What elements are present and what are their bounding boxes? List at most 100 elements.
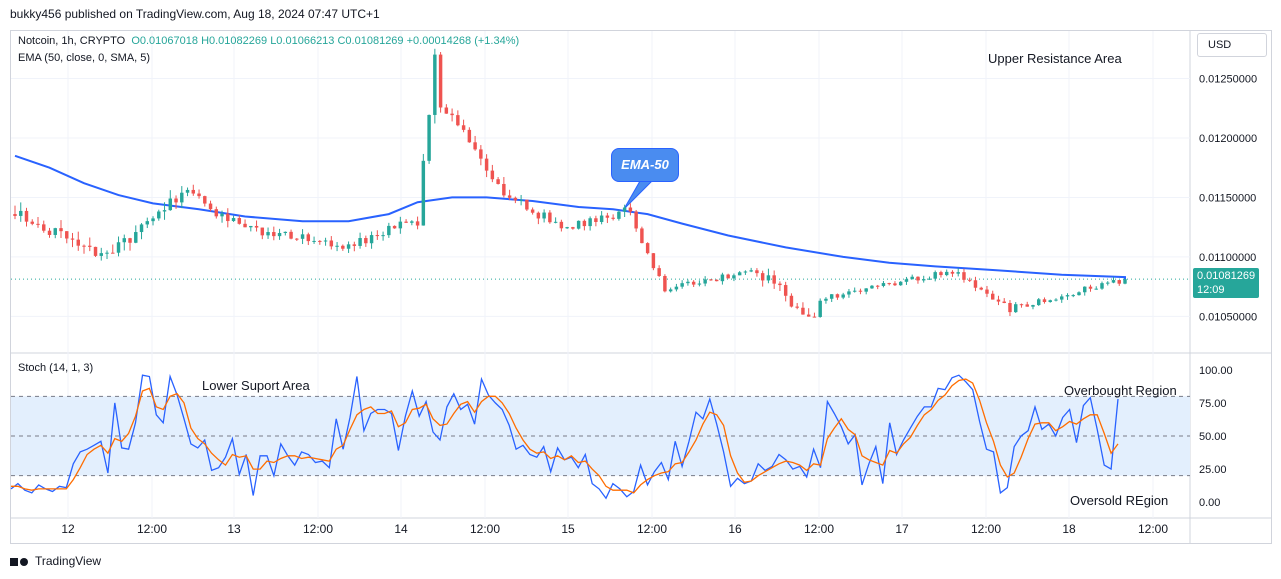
stoch-tick-label: 25.00 xyxy=(1199,464,1227,476)
currency-selector[interactable]: USD xyxy=(1197,33,1267,57)
time-tick-label: 12:00 xyxy=(470,522,500,536)
price-tick-label: 0.01250000 xyxy=(1199,74,1257,86)
overbought-label: Overbought Region xyxy=(1064,383,1177,398)
time-tick-label: 12:00 xyxy=(804,522,834,536)
candle-body xyxy=(1065,295,1070,297)
candle-body xyxy=(306,234,311,242)
candle-body xyxy=(467,129,472,143)
candle-body xyxy=(318,240,322,242)
candle-body xyxy=(536,212,541,219)
candle-body xyxy=(346,244,351,249)
candle-body xyxy=(174,198,178,203)
candle-body xyxy=(634,211,638,229)
candle-body xyxy=(835,294,840,298)
candle-body xyxy=(1111,280,1116,283)
upper-resistance-label: Upper Resistance Area xyxy=(988,51,1122,66)
candle-body xyxy=(812,316,817,318)
candle-body xyxy=(703,279,707,284)
candle-body xyxy=(847,291,851,295)
candle-body xyxy=(944,271,949,276)
candle-body xyxy=(576,220,581,229)
candle-body xyxy=(950,271,955,274)
candle-body xyxy=(479,149,483,159)
candle-body xyxy=(1054,299,1058,301)
candle-body xyxy=(709,279,713,281)
candle-body xyxy=(898,281,903,286)
footer-brand[interactable]: TradingView xyxy=(10,554,101,568)
stoch-tick-label: 100.00 xyxy=(1199,365,1233,377)
candle-body xyxy=(553,221,558,223)
candle-body xyxy=(203,196,207,204)
candle-body xyxy=(640,228,644,244)
ema-50-callout: EMA-50 xyxy=(611,148,679,182)
change-value: +0.00014268 (+1.34%) xyxy=(406,35,520,47)
candle-body xyxy=(352,244,357,246)
candle-body xyxy=(191,189,196,194)
candle-body xyxy=(921,279,926,281)
current-price-tag: 0.01081269 12:09 xyxy=(1193,268,1260,298)
candle-body xyxy=(737,272,742,276)
candle-body xyxy=(197,193,201,197)
candle-body xyxy=(893,283,897,286)
stoch-tick-label: 75.00 xyxy=(1199,398,1227,410)
candle-body xyxy=(42,224,46,231)
candle-body xyxy=(243,223,247,228)
axis-labels-layer: 12 12:00 13 12:00 14 12:00 15 12:00 16 12:00 17 12:… xyxy=(61,74,1257,536)
candle-body xyxy=(415,221,420,226)
time-tick-label: 12 xyxy=(61,522,75,536)
candle-body xyxy=(82,245,86,247)
candle-body xyxy=(939,272,943,276)
candle-body xyxy=(818,300,822,317)
candle-body xyxy=(484,158,489,171)
stoch-legend[interactable]: Stoch (14, 1, 3) xyxy=(18,362,94,374)
publisher-line: bukky456 published on TradingView.com, A… xyxy=(10,7,380,21)
ema-callout-pointer xyxy=(623,180,654,210)
candle-body xyxy=(47,230,52,235)
symbol-label[interactable]: Notcoin, 1h, CRYPTO xyxy=(18,35,126,47)
candle-body xyxy=(24,210,29,222)
ema-legend[interactable]: EMA (50, close, 0, SMA, 5) xyxy=(18,52,151,64)
candle-body xyxy=(122,238,126,243)
candle-body xyxy=(933,272,937,279)
candle-body xyxy=(962,272,966,280)
candle-body xyxy=(720,274,725,282)
candle-body xyxy=(1106,282,1110,284)
chart-frame xyxy=(10,30,1272,544)
candle-body xyxy=(145,221,150,225)
bar-countdown: 12:09 xyxy=(1197,284,1225,296)
candle-body xyxy=(116,242,121,253)
candle-body xyxy=(237,218,242,224)
candle-body xyxy=(473,142,477,150)
candle-body xyxy=(1037,299,1041,306)
stoch-d-line xyxy=(11,378,1119,494)
time-tick-label: 12:00 xyxy=(303,522,333,536)
candle-body xyxy=(605,215,610,218)
candle-body xyxy=(559,221,564,229)
candle-body xyxy=(341,245,345,249)
candle-body xyxy=(760,273,765,281)
candle-body xyxy=(289,231,293,239)
time-tick-label: 14 xyxy=(394,522,408,536)
candle-body xyxy=(1123,279,1127,284)
candle-body xyxy=(1060,296,1064,300)
candle-body xyxy=(755,270,759,274)
candle-body xyxy=(1042,299,1047,303)
candle-body xyxy=(795,306,799,308)
candle-body xyxy=(30,221,34,224)
candle-body xyxy=(668,289,673,292)
candle-body xyxy=(180,192,184,203)
time-tick-label: 15 xyxy=(561,522,575,536)
candle-body xyxy=(927,278,932,280)
candle-body xyxy=(444,107,449,114)
candle-body xyxy=(157,211,161,219)
candle-body xyxy=(691,281,696,285)
time-tick-label: 13 xyxy=(227,522,241,536)
open-value: O0.01067018 xyxy=(131,35,198,47)
candle-body xyxy=(53,228,57,235)
time-tick-label: 17 xyxy=(895,522,909,536)
candle-body xyxy=(1117,280,1121,284)
candle-body xyxy=(392,225,397,229)
candle-body xyxy=(266,232,270,236)
candle-body xyxy=(628,207,633,212)
